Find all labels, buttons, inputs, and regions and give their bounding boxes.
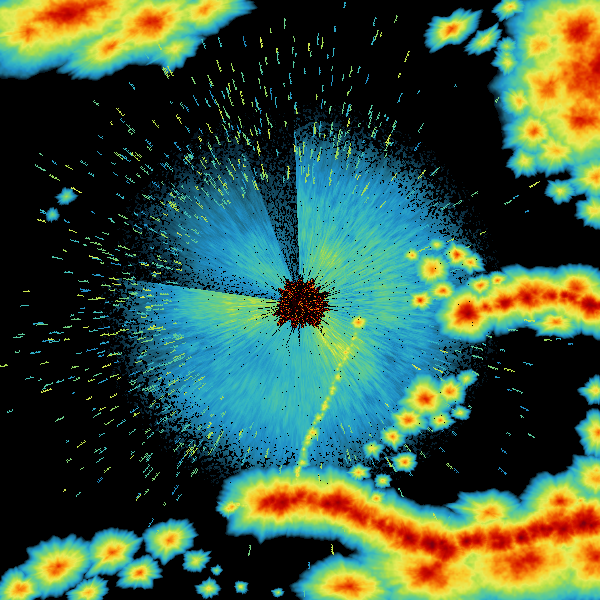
radar-reflectivity-display[interactable]: Weather Radar Reflectivity PPI Base Refl… [0, 0, 600, 600]
radar-reflectivity-canvas[interactable] [0, 0, 600, 600]
